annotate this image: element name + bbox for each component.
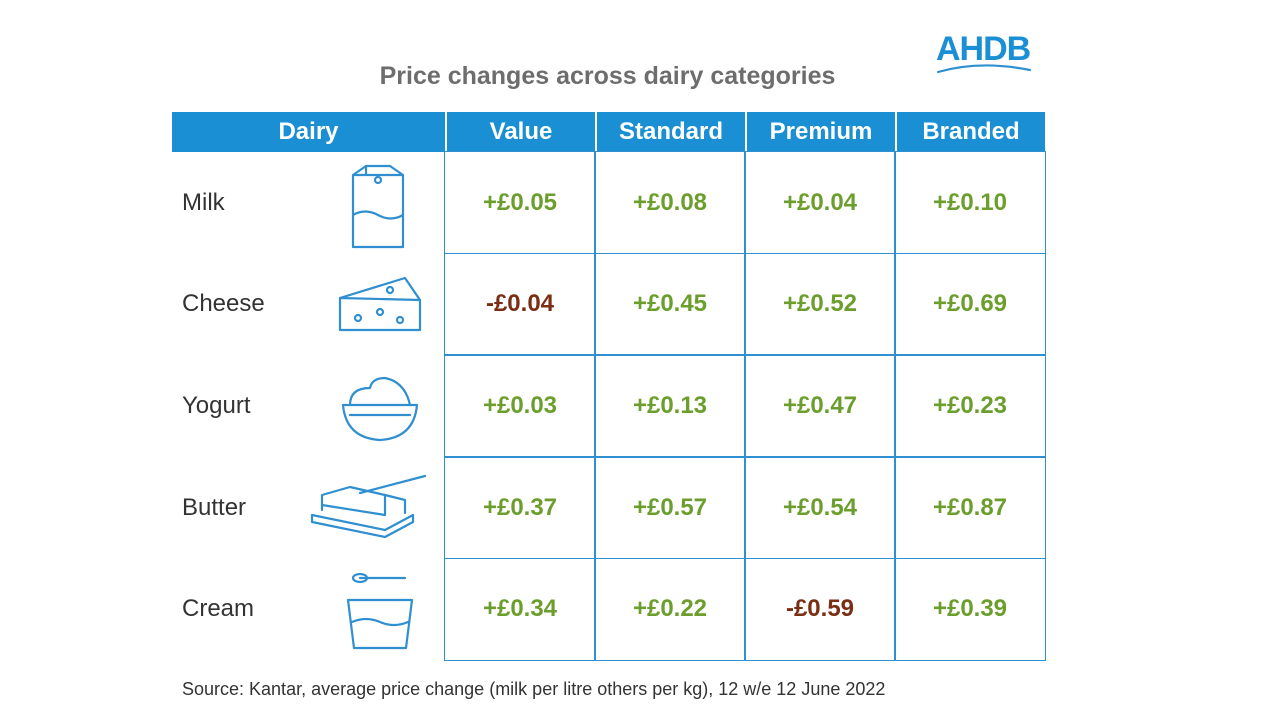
value-cell: +£0.39 [894, 557, 1046, 661]
header-cell: Standard [595, 112, 745, 152]
value-cell: -£0.04 [444, 252, 596, 356]
header-cell: Value [445, 112, 595, 152]
logo-wave [936, 64, 1032, 74]
source: Source: Kantar, average price change (mi… [182, 679, 886, 699]
row-label: Butter [182, 493, 247, 521]
row-label: Yogurt [182, 391, 251, 419]
header-cell: Premium [745, 112, 895, 152]
cream-icon [346, 572, 414, 650]
milk-icon [351, 164, 405, 249]
butter-icon [310, 474, 427, 539]
header-cell: Dairy [172, 112, 445, 152]
cheese-icon [338, 276, 422, 332]
value-cell: +£0.45 [594, 252, 746, 356]
value-cell: +£0.22 [594, 557, 746, 661]
yogurt-icon [341, 376, 419, 442]
title: Price changes across dairy categories [379, 62, 836, 90]
row-label: Cheese [182, 290, 265, 318]
header-cell: Branded [895, 112, 1045, 152]
row-label: Cream [182, 595, 255, 623]
logo: AHDB [936, 30, 1031, 68]
value-cell: +£0.34 [444, 557, 596, 661]
row-label: Milk [182, 188, 225, 216]
value-cell: -£0.59 [744, 557, 896, 661]
value-cell: +£0.04 [744, 151, 896, 255]
